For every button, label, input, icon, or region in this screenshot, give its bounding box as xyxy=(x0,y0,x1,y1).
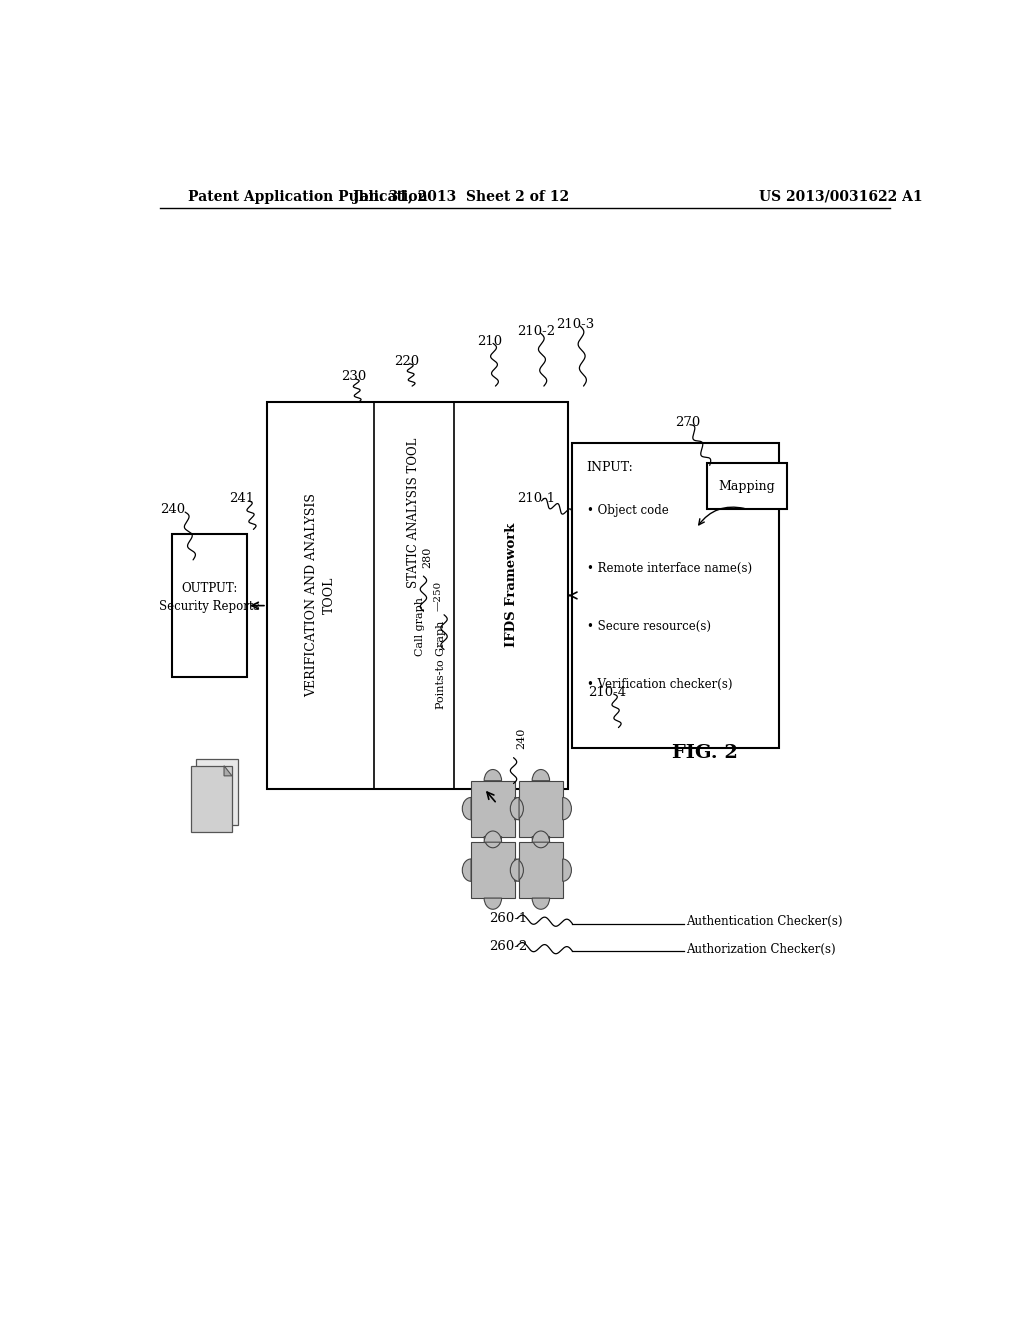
Text: Authentication Checker(s): Authentication Checker(s) xyxy=(686,915,843,928)
Text: Call graph: Call graph xyxy=(416,597,425,656)
Wedge shape xyxy=(510,797,519,820)
Bar xyxy=(519,842,563,898)
Text: FIG. 2: FIG. 2 xyxy=(672,744,737,762)
Wedge shape xyxy=(532,832,550,842)
Text: 210-2: 210-2 xyxy=(517,325,555,338)
Wedge shape xyxy=(462,859,471,882)
Text: 230: 230 xyxy=(341,371,366,383)
Text: 210-3: 210-3 xyxy=(557,318,595,330)
Text: 270: 270 xyxy=(676,416,700,429)
Wedge shape xyxy=(484,837,502,847)
Wedge shape xyxy=(515,859,523,882)
Text: 210-4: 210-4 xyxy=(588,685,627,698)
Text: • Secure resource(s): • Secure resource(s) xyxy=(587,620,711,632)
Bar xyxy=(572,444,779,748)
Text: • Object code: • Object code xyxy=(587,504,669,517)
Text: OUTPUT:
Security Reports: OUTPUT: Security Reports xyxy=(159,582,260,612)
Text: Mapping: Mapping xyxy=(719,479,775,492)
Text: 240: 240 xyxy=(516,727,526,748)
Wedge shape xyxy=(510,859,519,882)
Text: Points-to Graph: Points-to Graph xyxy=(436,620,445,709)
Wedge shape xyxy=(484,832,502,842)
Text: VERIFICATION AND ANALYSIS
TOOL: VERIFICATION AND ANALYSIS TOOL xyxy=(305,494,336,697)
Bar xyxy=(172,535,247,677)
Wedge shape xyxy=(532,898,550,909)
Text: INPUT:: INPUT: xyxy=(587,461,634,474)
Bar xyxy=(267,403,568,788)
Wedge shape xyxy=(515,797,523,820)
Wedge shape xyxy=(532,770,550,780)
Text: —250: —250 xyxy=(433,581,442,611)
Text: 260-1: 260-1 xyxy=(489,912,527,925)
Text: STATIC ANALYSIS TOOL: STATIC ANALYSIS TOOL xyxy=(408,438,421,589)
Text: Authorization Checker(s): Authorization Checker(s) xyxy=(686,942,836,956)
Wedge shape xyxy=(563,859,571,882)
Wedge shape xyxy=(532,837,550,847)
Text: 280: 280 xyxy=(422,546,432,568)
Bar xyxy=(471,780,515,837)
Text: 210: 210 xyxy=(477,335,503,348)
Wedge shape xyxy=(462,797,471,820)
Bar xyxy=(471,842,515,898)
Bar xyxy=(708,463,786,510)
Text: Jan. 31, 2013  Sheet 2 of 12: Jan. 31, 2013 Sheet 2 of 12 xyxy=(353,190,569,203)
Bar xyxy=(197,759,238,825)
Wedge shape xyxy=(484,770,502,780)
Polygon shape xyxy=(224,766,232,776)
Text: • Remote interface name(s): • Remote interface name(s) xyxy=(587,562,752,576)
Bar xyxy=(519,780,563,837)
Wedge shape xyxy=(563,797,571,820)
Text: 240: 240 xyxy=(160,503,185,516)
Text: 210-1: 210-1 xyxy=(517,492,555,506)
Bar xyxy=(190,766,232,832)
Text: Patent Application Publication: Patent Application Publication xyxy=(187,190,427,203)
Text: • Verification checker(s): • Verification checker(s) xyxy=(587,677,732,690)
Text: US 2013/0031622 A1: US 2013/0031622 A1 xyxy=(759,190,923,203)
Text: IFDS Framework: IFDS Framework xyxy=(505,523,518,648)
Text: 220: 220 xyxy=(394,355,419,368)
Text: 260-2: 260-2 xyxy=(489,940,527,953)
Text: 241: 241 xyxy=(229,492,255,506)
Wedge shape xyxy=(484,898,502,909)
